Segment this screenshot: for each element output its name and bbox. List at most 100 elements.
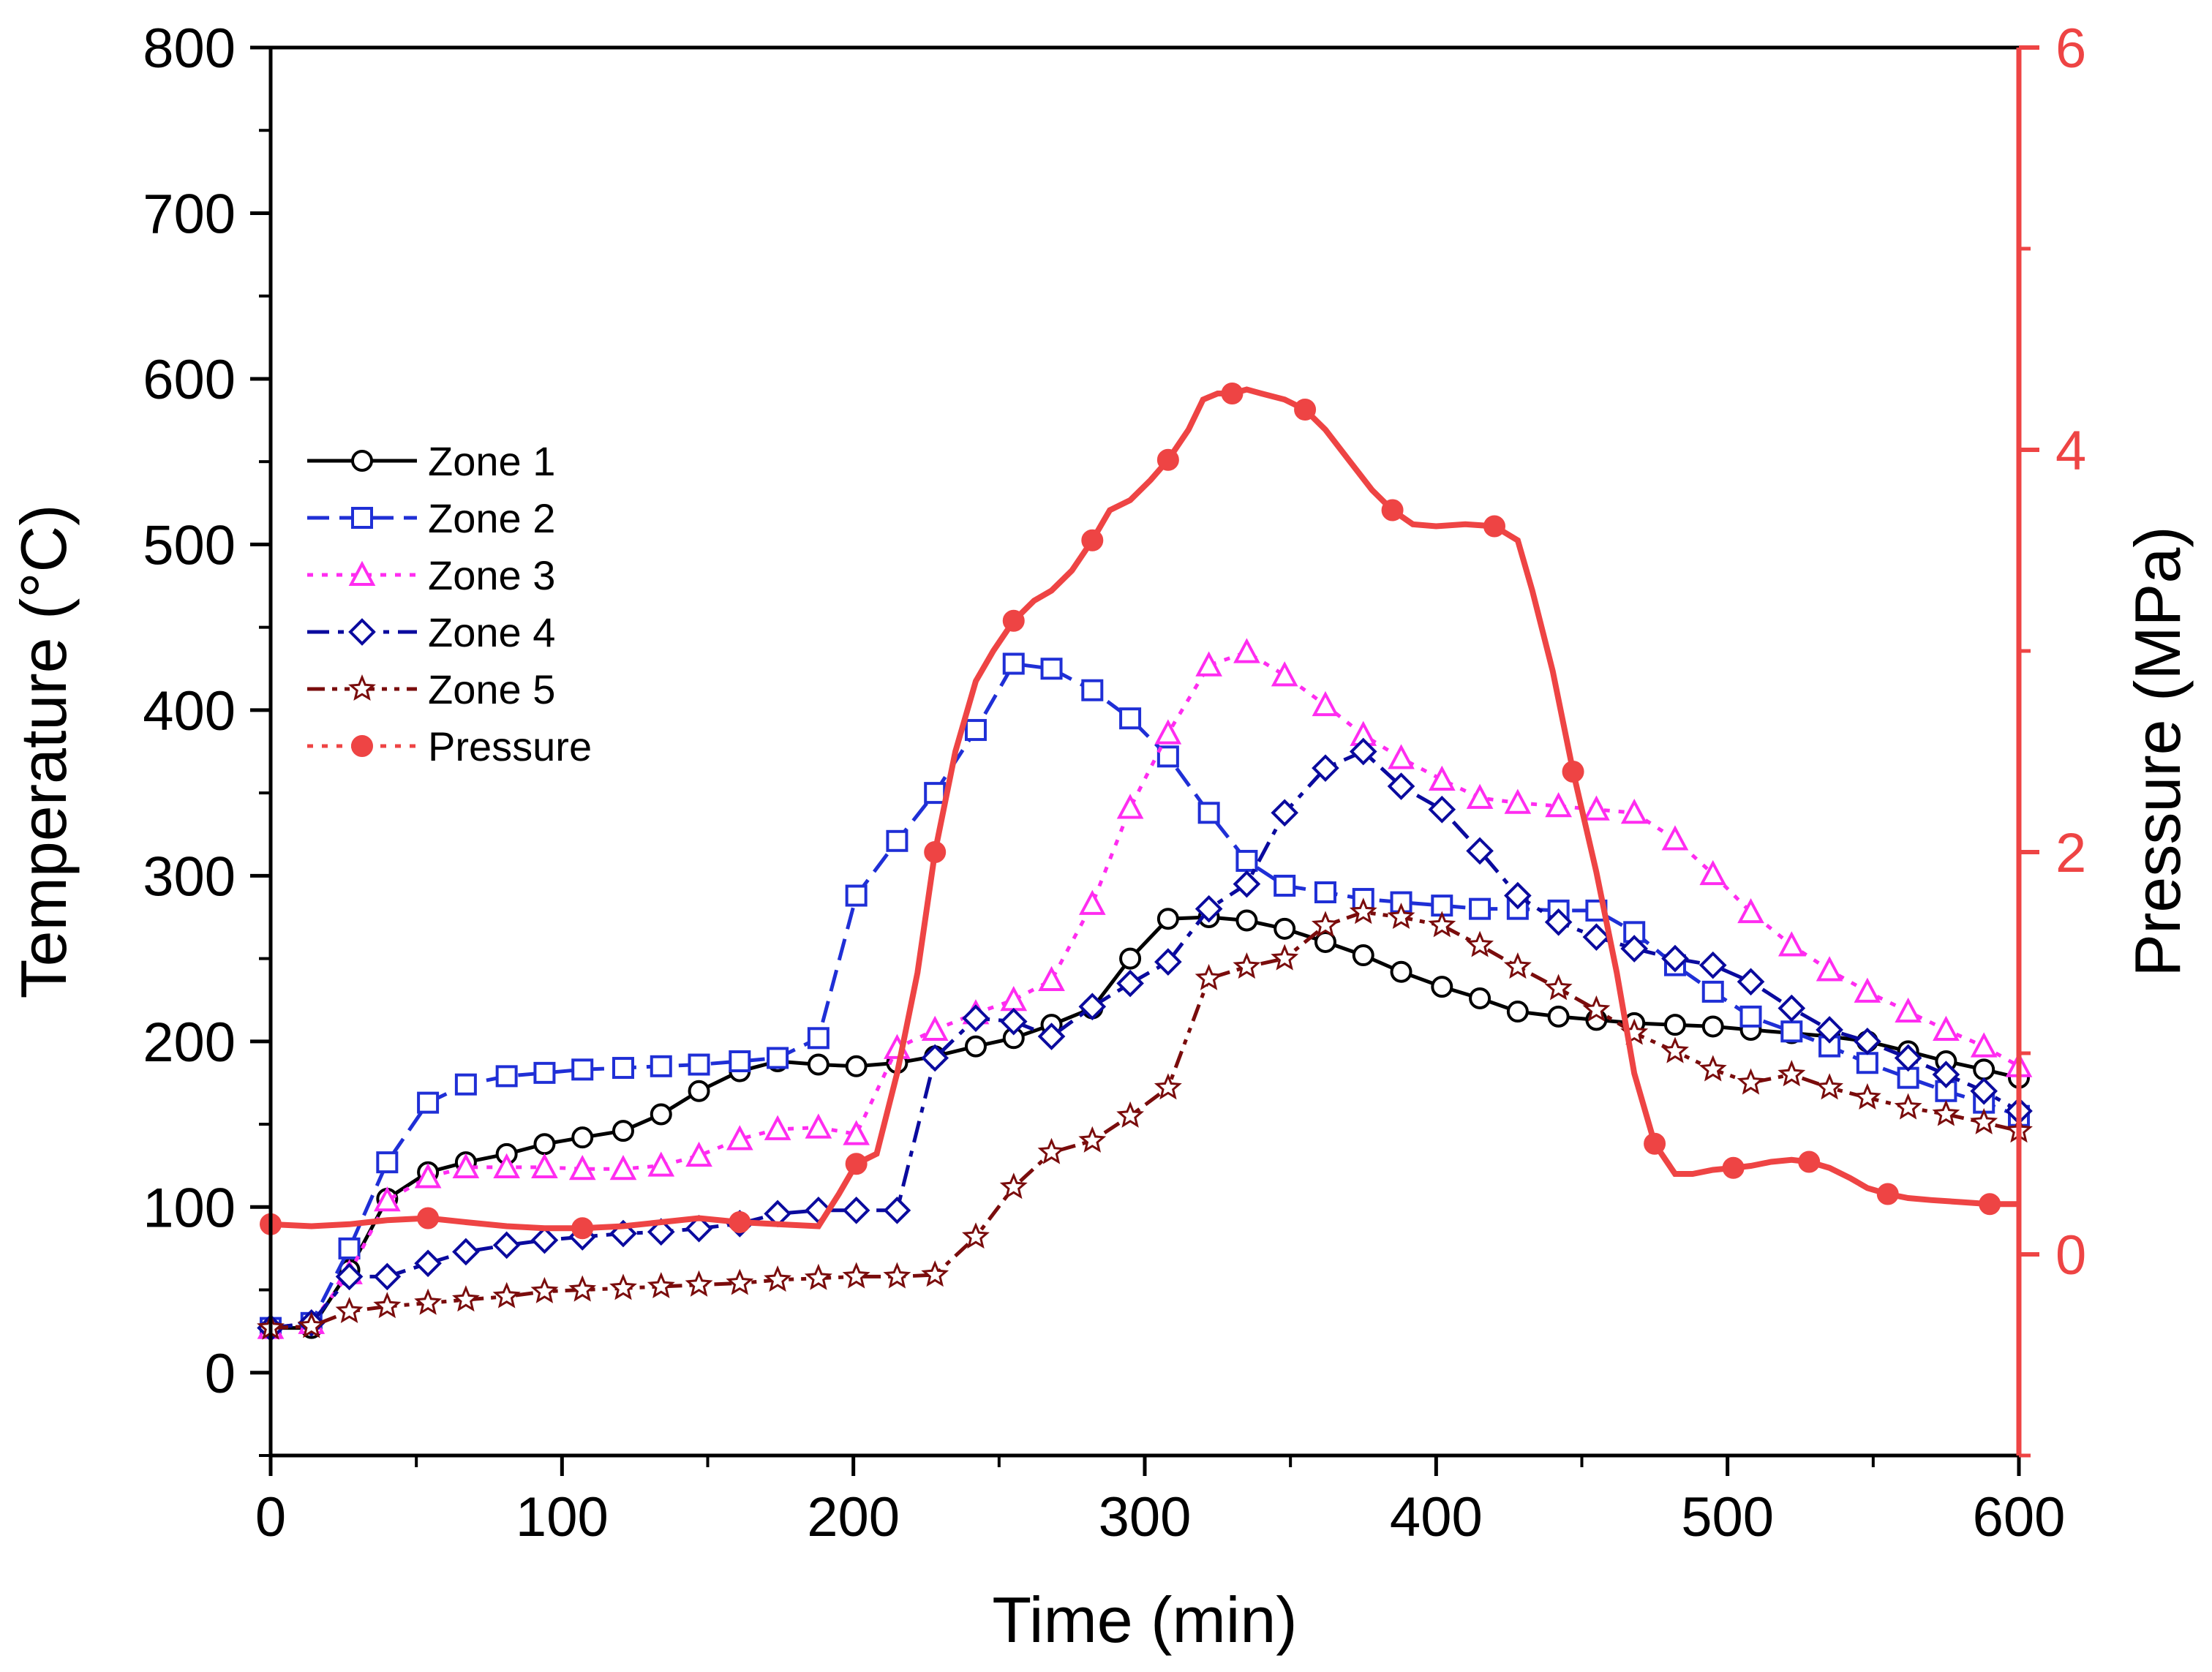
- data-point-zone2: [495, 1065, 518, 1088]
- data-point-zone3: [1699, 859, 1727, 886]
- data-point-zone4: [842, 1196, 870, 1224]
- data-point-zone4: [530, 1226, 559, 1254]
- data-point-pressure: [1644, 1132, 1666, 1155]
- data-point-zone5: [414, 1288, 443, 1315]
- data-point-zone5: [1349, 897, 1377, 925]
- data-point-zone2: [1856, 1052, 1878, 1074]
- data-point-zone3: [1778, 931, 1805, 957]
- series-layer: [257, 383, 2033, 1342]
- legend-marker-zone4: [348, 618, 376, 646]
- data-point-zone5: [921, 1260, 949, 1287]
- y-tick-label: 300: [143, 846, 236, 908]
- series-zone2: [260, 652, 2030, 1339]
- data-point-zone5: [1037, 1137, 1066, 1164]
- data-point-zone3: [843, 1120, 870, 1145]
- axes-layer: 0 100 200 300 400 500 600 0 100 200 300 400 500 600 70…: [7, 18, 2194, 1656]
- data-point-zone2: [1314, 881, 1336, 903]
- data-point-zone4: [1233, 870, 1261, 898]
- data-point-zone4: [1894, 1044, 1922, 1072]
- data-point-pressure: [729, 1211, 751, 1233]
- data-point-zone4: [1078, 993, 1107, 1021]
- legend-marker-pressure: [351, 735, 373, 757]
- data-point-pressure: [417, 1207, 440, 1229]
- data-point-zone1: [1390, 960, 1412, 983]
- data-point-zone2: [807, 1027, 830, 1050]
- y-tick-label: 700: [143, 183, 236, 245]
- y-tick-label: 400: [143, 680, 236, 742]
- data-point-zone5: [335, 1297, 364, 1324]
- legend-item-zone4: Zone 4: [307, 609, 555, 655]
- data-point-zone4: [685, 1214, 713, 1243]
- data-point-pressure: [845, 1153, 868, 1175]
- legend-label-zone4: Zone 4: [428, 609, 555, 655]
- series-zone5: [257, 897, 2033, 1340]
- data-point-zone2: [1235, 849, 1258, 872]
- data-point-pressure: [1294, 399, 1317, 421]
- data-point-zone1: [1274, 917, 1296, 940]
- data-point-zone5: [1970, 1107, 1998, 1134]
- data-point-zone3: [1504, 788, 1532, 814]
- legend-marker-zone2: [351, 507, 373, 529]
- data-point-zone3: [1388, 744, 1415, 769]
- data-point-zone1: [1469, 987, 1491, 1009]
- data-point-zone3: [414, 1163, 442, 1189]
- data-point-zone5: [1271, 944, 1299, 971]
- data-point-zone5: [1932, 1099, 1960, 1126]
- y-axis-title: Temperature (°C): [7, 505, 80, 999]
- data-point-pressure: [1562, 761, 1584, 783]
- data-point-pressure: [1081, 529, 1104, 551]
- data-point-zone5: [1660, 1036, 1689, 1063]
- data-point-zone5: [568, 1275, 597, 1302]
- data-point-zone4: [1737, 968, 1765, 996]
- y2-tick-label: 0: [2055, 1224, 2086, 1287]
- data-point-pressure: [1483, 515, 1505, 538]
- data-point-zone4: [335, 1262, 364, 1291]
- data-point-zone3: [1661, 825, 1689, 851]
- data-point-zone1: [1547, 1005, 1570, 1028]
- data-point-zone3: [1970, 1032, 1998, 1058]
- data-point-zone5: [726, 1268, 754, 1295]
- data-point-zone2: [338, 1237, 361, 1259]
- data-point-zone5: [1311, 911, 1339, 938]
- data-point-zone5: [1154, 1073, 1182, 1100]
- data-point-zone4: [1466, 837, 1494, 865]
- data-point-pressure: [1979, 1193, 2001, 1216]
- data-point-zone4: [1312, 754, 1339, 782]
- data-point-zone4: [414, 1249, 442, 1278]
- series-zone3: [257, 638, 2033, 1339]
- data-point-zone1: [571, 1126, 594, 1149]
- data-point-zone2: [1119, 707, 1142, 730]
- data-point-pressure: [1002, 609, 1025, 632]
- data-point-zone3: [1466, 783, 1494, 809]
- data-point-zone1: [650, 1103, 672, 1126]
- data-point-zone5: [1428, 911, 1456, 938]
- data-point-zone2: [1156, 745, 1179, 768]
- x-tick-label: 200: [807, 1486, 900, 1548]
- data-point-zone5: [1078, 1126, 1107, 1153]
- data-point-zone4: [1195, 895, 1223, 923]
- legend-label-zone5: Zone 5: [428, 666, 555, 712]
- data-point-zone1: [1506, 1001, 1529, 1023]
- data-point-zone2: [688, 1053, 710, 1076]
- data-point-pressure: [1221, 383, 1244, 404]
- legend-marker-zone3: [348, 560, 376, 586]
- data-point-zone2: [1701, 980, 1724, 1003]
- data-point-zone4: [1037, 1023, 1066, 1050]
- x-tick-label: 100: [516, 1486, 609, 1548]
- y-tick-label: 0: [205, 1343, 236, 1405]
- data-point-zone5: [1116, 1101, 1145, 1128]
- data-point-zone1: [1973, 1058, 1995, 1081]
- data-point-zone3: [1233, 638, 1260, 663]
- data-point-zone5: [1503, 952, 1532, 979]
- data-point-zone1: [1663, 1014, 1686, 1036]
- data-point-zone2: [571, 1058, 594, 1081]
- data-point-zone4: [962, 1004, 990, 1032]
- data-point-zone3: [452, 1153, 480, 1178]
- data-point-zone5: [1544, 974, 1573, 1001]
- data-point-zone3: [1933, 1015, 1960, 1041]
- data-point-zone4: [1932, 1061, 1960, 1088]
- data-point-zone5: [1816, 1073, 1844, 1100]
- x-tick-label: 500: [1681, 1486, 1774, 1548]
- data-point-zone5: [530, 1276, 559, 1303]
- data-point-zone5: [492, 1281, 521, 1308]
